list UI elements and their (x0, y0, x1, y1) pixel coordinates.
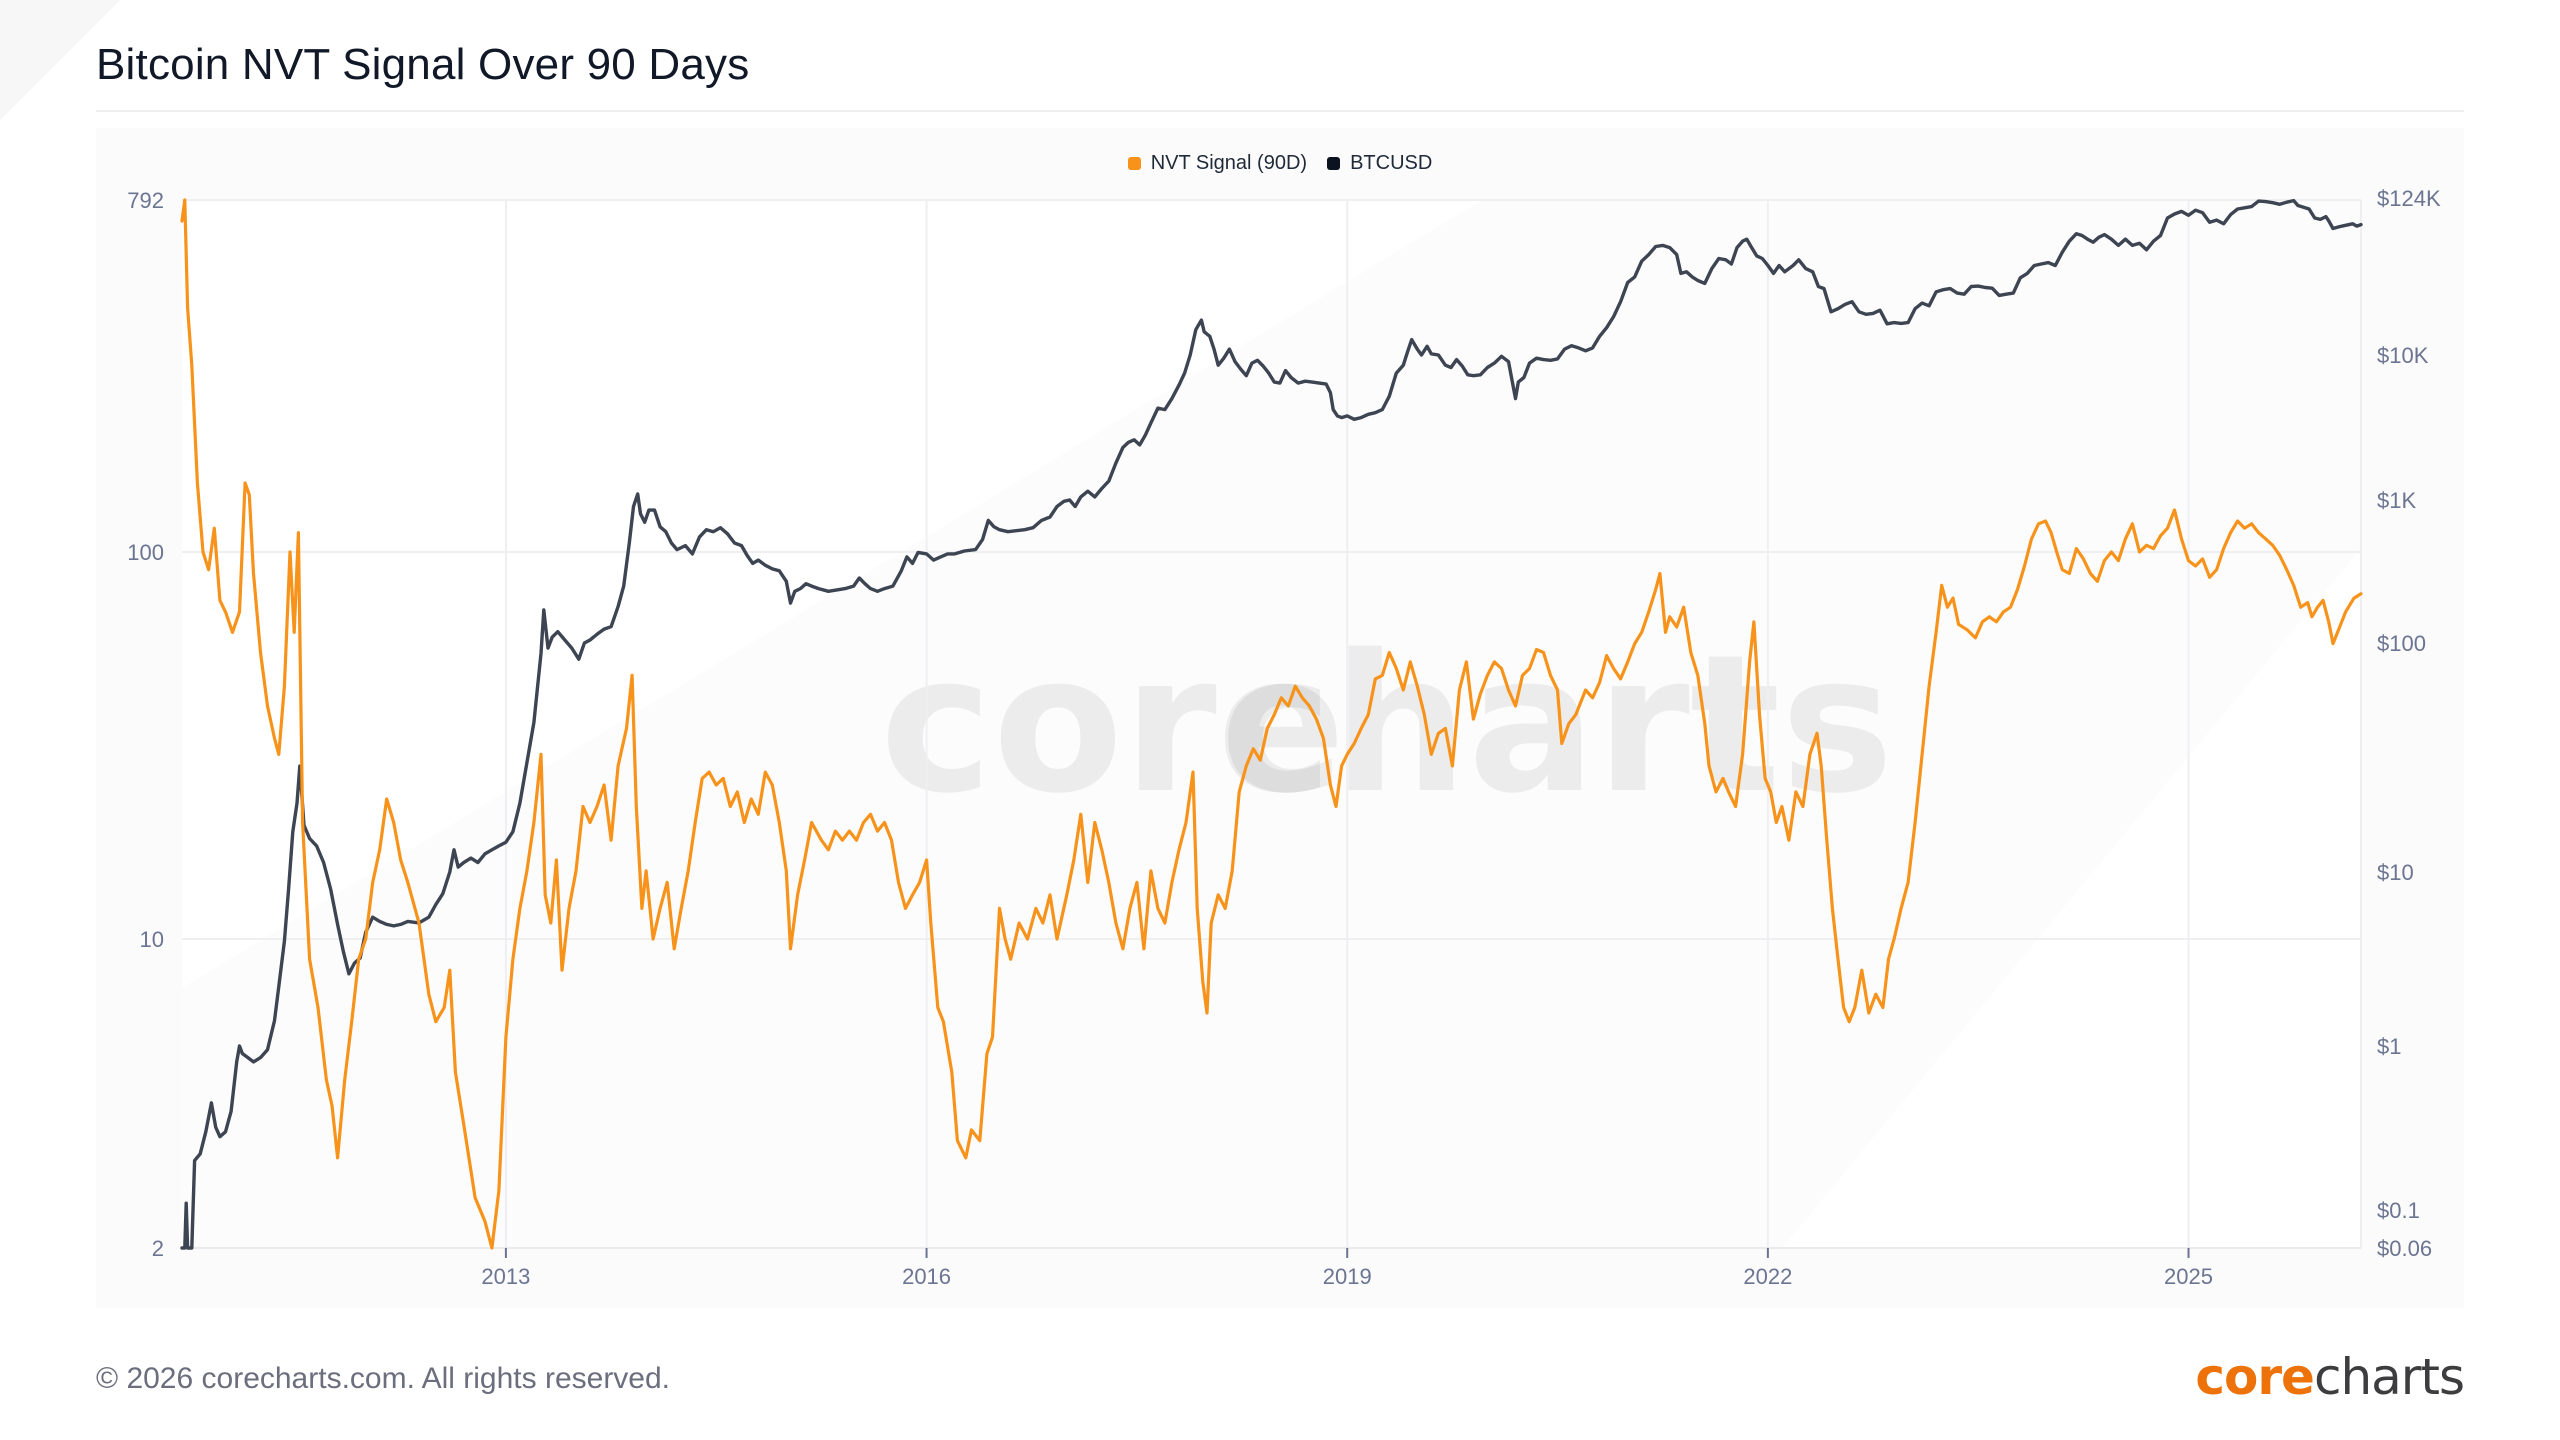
gridlines (182, 199, 2362, 1249)
legend-swatch-btc (1327, 157, 1341, 170)
y-left-tick-label: 100 (127, 540, 164, 565)
legend-label-btc: BTCUSD (1350, 152, 1433, 174)
watermark-charts: charts (1220, 614, 1894, 835)
copyright-text: © 2026 corecharts.com. All rights reserv… (96, 1362, 671, 1395)
chart-legend: NVT Signal (90D) BTCUSD (0, 152, 2560, 175)
y-left-tick-label: 10 (140, 927, 164, 952)
y-right-tick-label: $100 (2377, 631, 2426, 656)
x-tick-label: 2013 (481, 1264, 530, 1289)
y-left-tick-label: 792 (127, 188, 164, 213)
logo-core-text: core (2195, 1348, 2315, 1406)
axes: 792 100 10 2 $124K $10K $1K $100 $10 $1 $0.1 $0.06 2… (127, 186, 2441, 1289)
legend-swatch-nvt (1127, 157, 1141, 170)
y-left-tick-label: 2 (152, 1236, 164, 1261)
y-right-tick-label: $10 (2377, 860, 2414, 885)
legend-label-nvt: NVT Signal (90D) (1150, 152, 1308, 174)
plot-diagonal-band (182, 200, 2361, 1248)
watermark: core charts (880, 614, 1894, 835)
y-right-tick-label: $124K (2377, 186, 2441, 211)
logo-charts-text: charts (2313, 1348, 2465, 1406)
y-right-tick-label: $0.1 (2377, 1198, 2420, 1223)
series-line-btc[interactable] (180, 198, 2363, 1250)
x-tick-label: 2022 (1743, 1264, 1792, 1289)
series-line-nvt[interactable] (180, 198, 2363, 1250)
y-right-tick-label: $0.06 (2377, 1236, 2432, 1261)
corecharts-logo[interactable]: corecharts (2195, 1348, 2465, 1406)
series-layer (180, 198, 2363, 1250)
plot-area (182, 200, 2361, 1248)
x-tick-label: 2016 (902, 1264, 951, 1289)
legend-item-btc[interactable]: BTCUSD (1327, 152, 1432, 175)
y-right-tick-label: $1K (2377, 488, 2416, 513)
x-tick-label: 2025 (2164, 1264, 2213, 1289)
x-tick-label: 2019 (1323, 1264, 1372, 1289)
legend-item-nvt[interactable]: NVT Signal (90D) (1127, 152, 1308, 175)
y-right-tick-label: $10K (2377, 343, 2429, 368)
page-title: Bitcoin NVT Signal Over 90 Days (96, 40, 750, 89)
y-right-tick-label: $1 (2377, 1034, 2401, 1059)
title-divider (96, 110, 2464, 112)
